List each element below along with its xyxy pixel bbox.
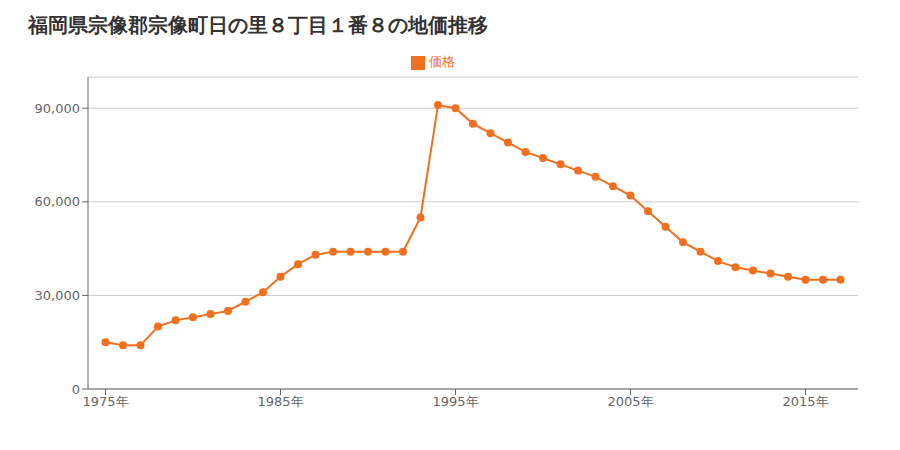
svg-text:0: 0 bbox=[72, 382, 80, 397]
svg-text:90,000: 90,000 bbox=[35, 101, 81, 116]
svg-text:30,000: 30,000 bbox=[35, 288, 81, 303]
svg-text:1995年: 1995年 bbox=[432, 394, 478, 409]
svg-text:2015年: 2015年 bbox=[782, 394, 828, 409]
html-text:福岡県宗像郡宗像町日の里８丁目１番８の地価推移: 福岡県宗像郡宗像町日の里８丁目１番８の地価推移 bbox=[28, 13, 488, 37]
svg-text:60,000: 60,000 bbox=[35, 194, 81, 209]
html-text:価格: 価格 bbox=[429, 54, 455, 69]
svg-text:1985年: 1985年 bbox=[257, 394, 303, 409]
svg-text:2005年: 2005年 bbox=[607, 394, 653, 409]
svg-text:1975年: 1975年 bbox=[82, 394, 128, 409]
